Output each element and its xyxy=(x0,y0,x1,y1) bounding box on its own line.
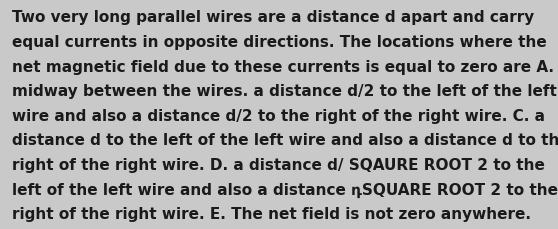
Text: right of the right wire. D. a distance d/ SQAURE ROOT 2 to the: right of the right wire. D. a distance d… xyxy=(12,157,545,172)
Text: midway between the wires. a distance d/2 to the left of the left: midway between the wires. a distance d/2… xyxy=(12,84,557,99)
Text: distance d to the left of the left wire and also a distance d to the: distance d to the left of the left wire … xyxy=(12,133,558,148)
Text: Two very long parallel wires are a distance d apart and carry: Two very long parallel wires are a dista… xyxy=(12,10,535,25)
Text: right of the right wire. E. The net field is not zero anywhere.: right of the right wire. E. The net fiel… xyxy=(12,206,531,221)
Text: wire and also a distance d/2 to the right of the right wire. C. a: wire and also a distance d/2 to the righ… xyxy=(12,108,545,123)
Text: left of the left wire and also a distance դSQUARE ROOT 2 to the: left of the left wire and also a distanc… xyxy=(12,182,558,197)
Text: net magnetic field due to these currents is equal to zero are A.: net magnetic field due to these currents… xyxy=(12,59,554,74)
Text: equal currents in opposite directions. The locations where the: equal currents in opposite directions. T… xyxy=(12,35,547,50)
